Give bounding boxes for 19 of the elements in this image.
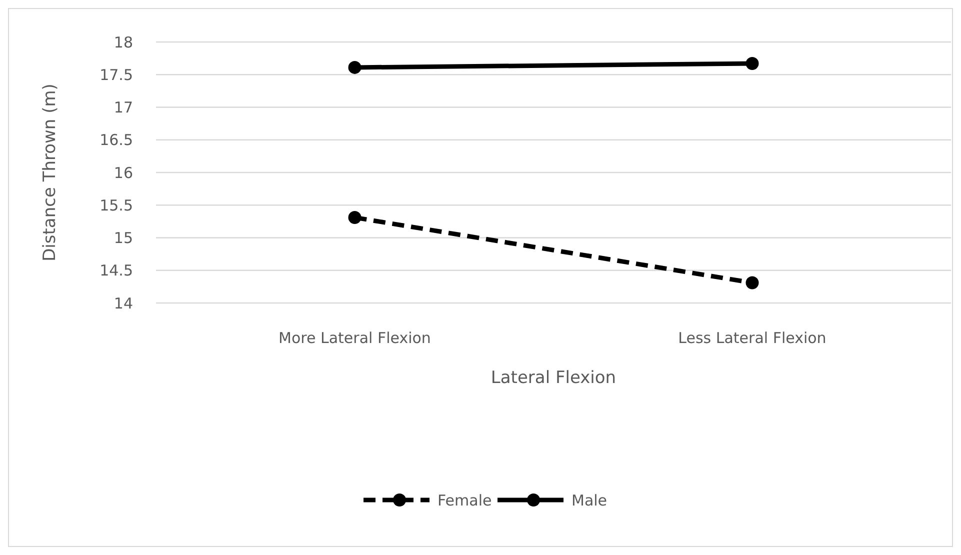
- y-tick-label: 16: [114, 164, 133, 182]
- y-tick-label: 15.5: [100, 196, 133, 214]
- y-tick-label: 15: [114, 229, 133, 247]
- x-tick-label: Less Lateral Flexion: [678, 329, 826, 347]
- y-tick-label: 18: [114, 33, 133, 52]
- point: [348, 60, 362, 74]
- y-tick-label: 17: [114, 98, 133, 116]
- legend-label: Male: [572, 491, 608, 510]
- y-tick-label: 14.5: [100, 262, 133, 280]
- point: [348, 211, 362, 224]
- y-tick-label: 16.5: [100, 131, 133, 150]
- legend-label: Female: [438, 491, 492, 510]
- y-tick-label: 17.5: [100, 66, 133, 84]
- point: [746, 57, 759, 70]
- x-tick-label: More Lateral Flexion: [278, 329, 431, 347]
- point: [746, 276, 759, 290]
- y-tick-label: 14: [114, 294, 133, 312]
- y-axis-title: Distance Thrown (m): [40, 84, 60, 262]
- x-axis-title: Lateral Flexion: [490, 368, 616, 388]
